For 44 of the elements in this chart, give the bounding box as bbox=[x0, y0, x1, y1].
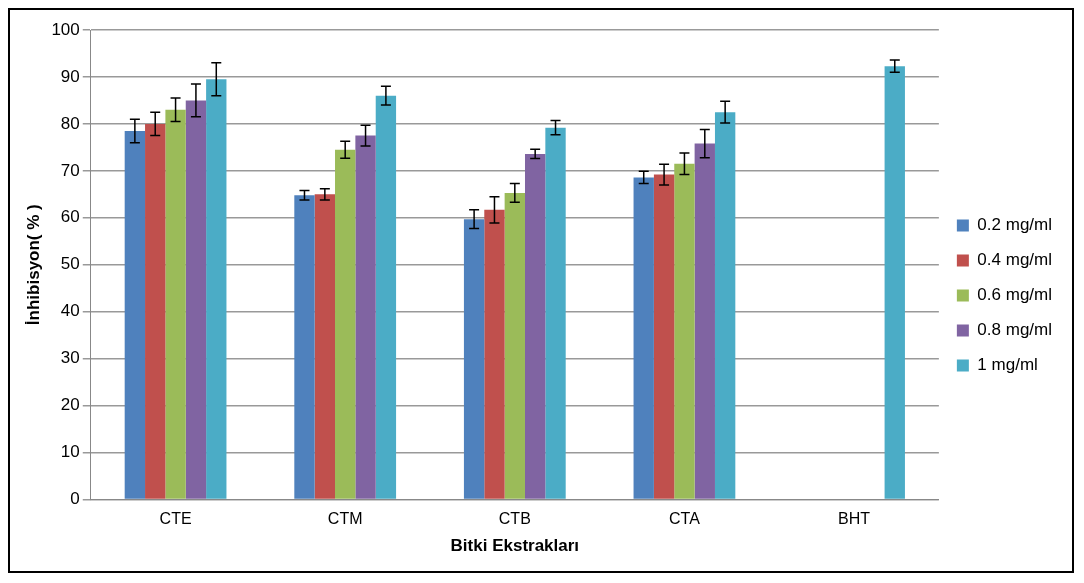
x-tick-label: CTA bbox=[669, 510, 701, 528]
bar bbox=[206, 79, 227, 499]
bar bbox=[145, 123, 166, 499]
y-tick-label: 80 bbox=[60, 113, 80, 133]
bar bbox=[335, 149, 356, 499]
bar bbox=[694, 143, 715, 499]
y-tick-label: 90 bbox=[60, 66, 80, 86]
bar bbox=[355, 135, 376, 499]
y-tick-label: 20 bbox=[60, 395, 80, 415]
legend-label: 0.2 mg/ml bbox=[977, 215, 1053, 235]
bar bbox=[463, 219, 485, 499]
bar bbox=[375, 95, 397, 499]
y-tick-label: 10 bbox=[60, 442, 80, 462]
y-tick-label: 100 bbox=[51, 19, 80, 39]
x-axis-title: Bitki Ekstrakları bbox=[450, 536, 580, 556]
legend-label: 0.6 mg/ml bbox=[977, 285, 1053, 305]
legend-label: 1 mg/ml bbox=[977, 355, 1038, 375]
y-axis-title: İnhibisyon( % ) bbox=[23, 204, 43, 326]
bar bbox=[524, 153, 546, 499]
x-tick-label: CTM bbox=[327, 510, 363, 528]
x-tick-label: CTE bbox=[159, 510, 192, 528]
bar bbox=[674, 163, 695, 499]
bar bbox=[504, 192, 525, 499]
y-tick-label: 40 bbox=[60, 301, 80, 321]
bar bbox=[165, 109, 186, 499]
y-tick-label: 60 bbox=[60, 207, 80, 227]
bar bbox=[545, 127, 566, 499]
legend-label: 0.4 mg/ml bbox=[977, 250, 1053, 270]
bar bbox=[185, 100, 207, 499]
x-tick-label: BHT bbox=[838, 510, 871, 528]
bar bbox=[314, 194, 336, 499]
bar bbox=[484, 209, 505, 499]
y-tick-label: 50 bbox=[60, 254, 80, 274]
bar bbox=[124, 130, 146, 499]
bar bbox=[653, 174, 675, 499]
bar bbox=[294, 195, 315, 499]
y-tick-label: 70 bbox=[60, 160, 80, 180]
y-tick-label: 0 bbox=[70, 489, 80, 509]
y-tick-label: 30 bbox=[60, 348, 80, 368]
bar bbox=[633, 177, 654, 499]
x-tick-label: CTB bbox=[498, 510, 531, 528]
legend-label: 0.8 mg/ml bbox=[977, 320, 1053, 340]
bar bbox=[884, 66, 905, 499]
bar bbox=[714, 112, 736, 499]
